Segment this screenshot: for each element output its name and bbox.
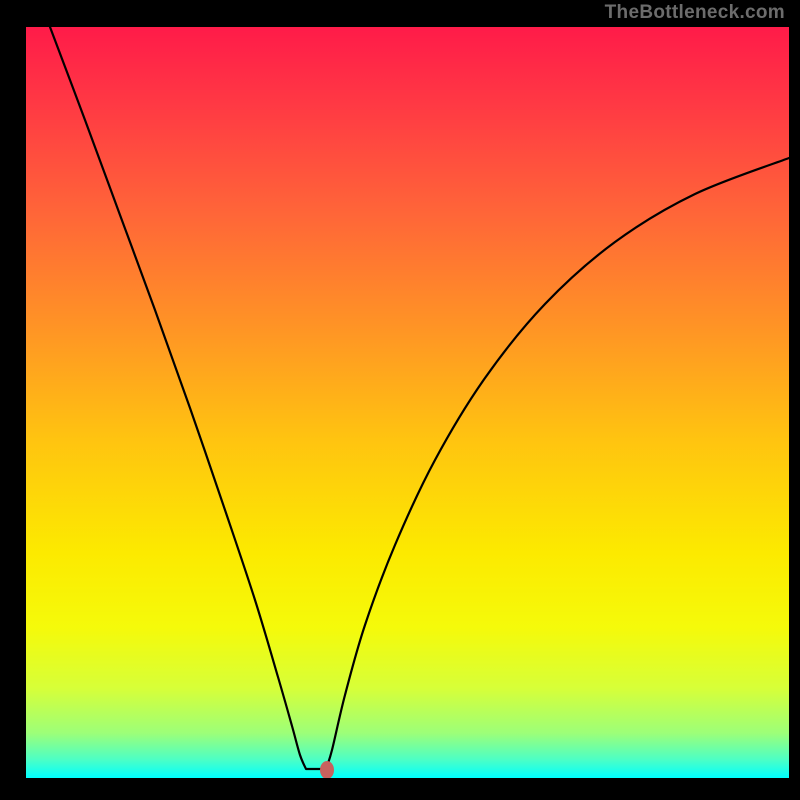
frame-border-right — [789, 0, 800, 800]
frame-border-bottom — [0, 778, 800, 800]
frame-border-left — [0, 0, 26, 800]
watermark-text: TheBottleneck.com — [605, 2, 785, 24]
chart-gradient-background — [26, 27, 789, 778]
